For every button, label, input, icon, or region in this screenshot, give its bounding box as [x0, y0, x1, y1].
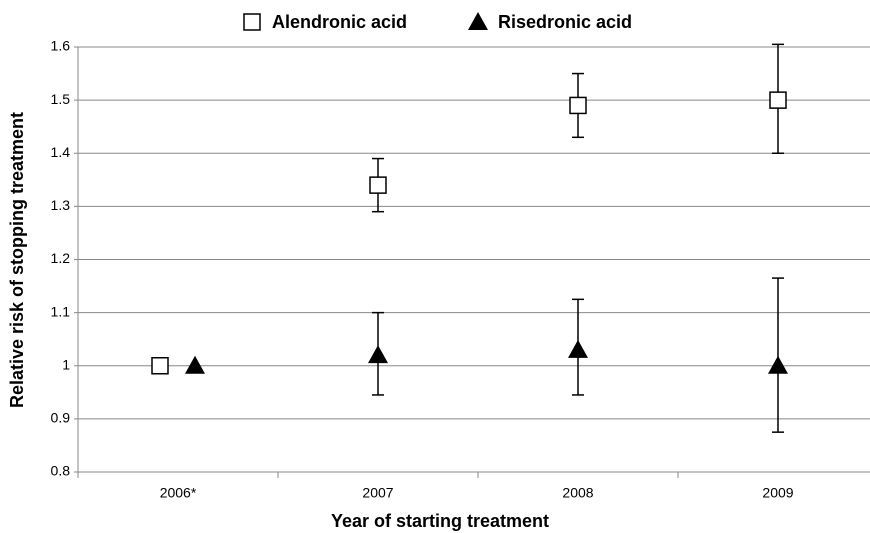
y-tick-label: 1: [62, 356, 70, 372]
legend-label: Risedronic acid: [498, 12, 632, 32]
y-tick-label: 1.5: [51, 91, 71, 107]
point: [185, 355, 205, 374]
y-tick-label: 1.6: [51, 38, 71, 54]
x-tick-label: 2007: [362, 485, 393, 501]
y-tick-label: 1.1: [51, 303, 71, 319]
y-tick-label: 1.3: [51, 197, 71, 213]
point: [369, 176, 387, 194]
point: [368, 345, 388, 364]
point: [568, 339, 588, 358]
x-tick-label: 2009: [762, 485, 793, 501]
point: [769, 91, 787, 109]
y-tick-label: 1.4: [51, 144, 71, 160]
y-tick-label: 0.8: [51, 463, 71, 479]
legend-label: Alendronic acid: [272, 12, 407, 32]
y-tick-label: 1.2: [51, 250, 71, 266]
y-axis-title: Relative risk of stopping treatment: [7, 112, 27, 408]
x-tick-label: 2008: [562, 485, 593, 501]
legend-marker: [468, 12, 488, 30]
point: [569, 96, 587, 115]
x-tick-label: 2006*: [160, 485, 197, 501]
point: [768, 355, 788, 374]
legend-marker: [243, 13, 261, 31]
y-tick-label: 0.9: [51, 410, 71, 426]
x-axis-title: Year of starting treatment: [331, 511, 549, 531]
point: [151, 357, 169, 375]
